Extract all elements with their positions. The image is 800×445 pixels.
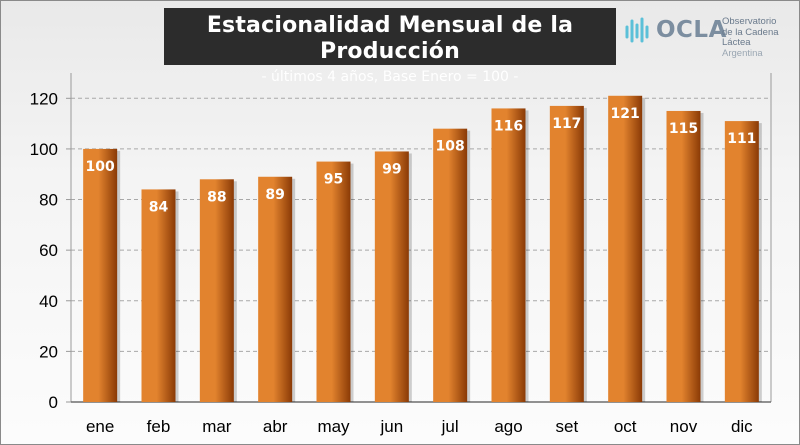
logo-line-1: Observatorio [722, 16, 777, 27]
y-tick-label: 0 [49, 393, 58, 412]
data-label: 95 [324, 172, 343, 188]
y-tick-label: 100 [30, 140, 58, 159]
data-label: 88 [207, 189, 226, 205]
bar-jun [374, 151, 409, 402]
y-tick-label: 80 [39, 191, 58, 210]
x-tick-label: dic [731, 417, 753, 436]
data-label: 111 [727, 131, 756, 147]
data-label: 121 [611, 106, 640, 122]
bar-ene [83, 148, 118, 402]
data-label: 115 [669, 121, 698, 137]
data-label: 100 [86, 159, 115, 175]
x-tick-label: feb [147, 417, 171, 436]
bar-feb [141, 189, 176, 402]
bar-may [316, 161, 351, 402]
x-tick-label: ene [86, 417, 114, 436]
logo-wave-icon [625, 17, 649, 43]
bar-dic [724, 121, 759, 402]
bar-nov [666, 110, 701, 402]
data-label: 89 [265, 187, 284, 203]
bar-ago [491, 108, 526, 402]
bar-abr [258, 176, 293, 402]
y-tick-label: 60 [39, 241, 58, 260]
chart-subtitle: - últimos 4 años, Base Enero = 100 - [261, 69, 519, 85]
bar-jul [433, 128, 468, 402]
logo-description: Observatorio de la Cadena Láctea Argenti… [722, 16, 795, 59]
x-tick-label: set [555, 417, 578, 436]
x-tick-label: may [317, 417, 350, 436]
data-label: 84 [149, 199, 169, 215]
x-tick-label: jul [441, 417, 459, 436]
y-tick-label: 120 [30, 89, 58, 108]
title-box: Estacionalidad Mensual de la Producción … [164, 8, 616, 85]
logo-line-3: Argentina [722, 47, 763, 59]
y-tick-label: 20 [39, 342, 58, 361]
y-tick-label: 40 [39, 292, 58, 311]
data-label: 117 [552, 116, 581, 132]
data-label: 99 [382, 161, 401, 177]
x-tick-label: nov [670, 417, 698, 436]
ocla-logo: OCLA Observatorio de la Cadena Láctea Ar… [625, 15, 795, 59]
logo-name: OCLA [656, 17, 727, 43]
x-tick-label: abr [263, 417, 288, 436]
data-label: 108 [436, 139, 465, 155]
x-tick-label: oct [614, 417, 637, 436]
x-tick-label: mar [202, 417, 232, 436]
bar-oct [608, 95, 643, 403]
x-tick-label: ago [494, 417, 522, 436]
data-label: 116 [494, 118, 523, 134]
logo-line-2: de la Cadena Láctea [722, 26, 779, 48]
chart-title: Estacionalidad Mensual de la Producción [206, 13, 574, 64]
x-tick-label: jun [379, 417, 403, 436]
bar-set [549, 105, 584, 403]
bar-mar [199, 179, 234, 402]
